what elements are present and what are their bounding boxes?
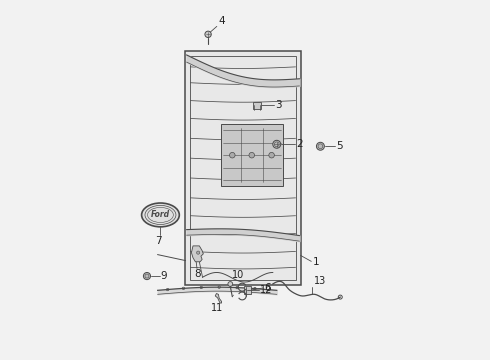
Text: 2: 2	[296, 139, 302, 149]
Text: 8: 8	[195, 269, 201, 279]
Circle shape	[273, 140, 281, 148]
Circle shape	[249, 152, 254, 158]
Circle shape	[269, 152, 274, 158]
Text: 11: 11	[211, 303, 223, 313]
Circle shape	[205, 31, 211, 37]
Circle shape	[317, 142, 324, 150]
Text: 4: 4	[218, 15, 224, 26]
Text: 7: 7	[155, 236, 162, 246]
Text: 3: 3	[275, 100, 281, 111]
Text: 9: 9	[161, 271, 168, 281]
Polygon shape	[185, 51, 300, 285]
Text: 5: 5	[337, 141, 343, 151]
Circle shape	[229, 152, 235, 158]
Bar	[253, 102, 261, 109]
Bar	[221, 125, 283, 186]
Polygon shape	[215, 293, 221, 303]
Circle shape	[196, 251, 200, 254]
Text: 1: 1	[313, 257, 319, 267]
Text: 10: 10	[232, 270, 245, 280]
Bar	[244, 286, 251, 294]
Text: 13: 13	[314, 275, 326, 285]
Circle shape	[228, 282, 233, 286]
Text: 6: 6	[264, 283, 270, 293]
Text: Ford: Ford	[151, 211, 170, 220]
Ellipse shape	[142, 203, 179, 227]
Circle shape	[144, 273, 150, 280]
Text: 12: 12	[260, 285, 272, 295]
Polygon shape	[192, 246, 203, 262]
